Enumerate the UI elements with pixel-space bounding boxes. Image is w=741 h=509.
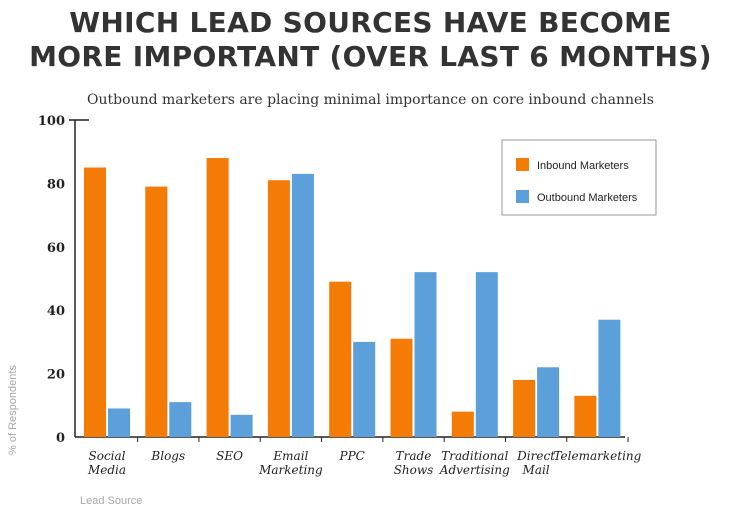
y-tick-label: 0 <box>56 431 65 446</box>
bar-inbound <box>513 379 536 437</box>
bar-inbound <box>267 180 290 438</box>
chart-subtitle: Outbound marketers are placing minimal i… <box>87 92 654 108</box>
x-category-label: Mail <box>522 463 550 477</box>
bar-outbound <box>169 402 192 437</box>
x-category-label: Blogs <box>150 449 185 463</box>
x-category-label: Direct <box>516 449 555 463</box>
bar-inbound <box>206 158 229 438</box>
bar-inbound <box>451 411 474 437</box>
bar-outbound <box>108 408 130 437</box>
y-tick-label: 80 <box>47 177 65 192</box>
legend-label-inbound: Inbound Marketers <box>537 160 629 172</box>
x-category-label: Trade <box>396 449 432 463</box>
bar-inbound <box>84 167 106 438</box>
legend-swatch-outbound <box>516 190 529 203</box>
x-category-label: Traditional <box>441 449 508 463</box>
bar-outbound <box>291 173 314 437</box>
x-category-label: SEO <box>216 449 243 463</box>
x-category-label: Media <box>87 463 126 477</box>
x-category-label: Shows <box>394 463 434 477</box>
legend-swatch-inbound <box>516 158 529 171</box>
x-axis-title: Lead Source <box>80 495 142 507</box>
chart-title: WHICH LEAD SOURCES HAVE BECOME MORE IMPO… <box>0 6 741 74</box>
y-tick-label: 40 <box>47 304 65 319</box>
x-category-label: Advertising <box>439 463 510 477</box>
bar-outbound <box>598 319 621 437</box>
x-category-label: Email <box>272 449 308 463</box>
y-tick-label: 100 <box>38 114 65 129</box>
bar-inbound <box>145 186 168 437</box>
y-tick-label: 60 <box>47 241 65 256</box>
title-line-1: WHICH LEAD SOURCES HAVE BECOME <box>69 6 672 39</box>
bar-outbound <box>353 341 376 437</box>
bar-inbound <box>329 281 352 437</box>
bar-outbound <box>475 272 498 437</box>
y-axis-title: % of Respondents <box>7 365 19 455</box>
x-category-label: Telemarketing <box>553 449 641 463</box>
bar-outbound <box>537 367 560 437</box>
bar-outbound <box>414 272 437 437</box>
bar-inbound <box>574 395 597 437</box>
x-category-label: Marketing <box>258 463 323 477</box>
legend-label-outbound: Outbound Marketers <box>537 192 638 204</box>
bar-inbound <box>390 338 413 437</box>
x-category-label: PPC <box>339 449 365 463</box>
x-category-label: Social <box>89 449 126 463</box>
y-tick-label: 20 <box>47 368 65 383</box>
title-line-2: MORE IMPORTANT (OVER LAST 6 MONTHS) <box>29 40 712 73</box>
bar-outbound <box>230 414 253 437</box>
